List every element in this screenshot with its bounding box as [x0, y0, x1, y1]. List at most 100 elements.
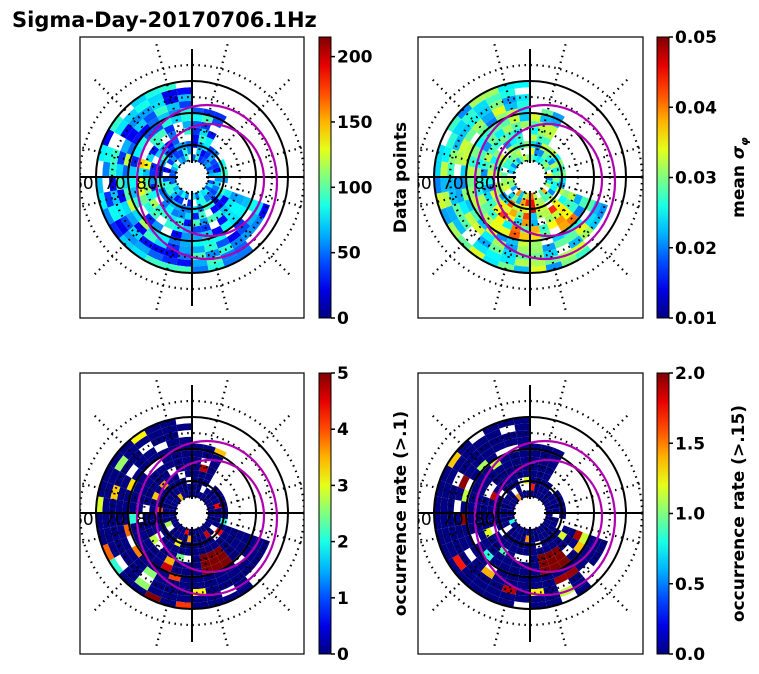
latitude-label: 70: [442, 174, 464, 194]
heatmap-cell: [536, 546, 545, 556]
heatmap-cell: [485, 584, 502, 598]
heatmap-cell: [126, 478, 138, 492]
auroral-oval-inner: [154, 458, 266, 574]
heatmap-cell: [206, 466, 217, 476]
heatmap-cell: [120, 138, 132, 154]
heatmap-cell: [147, 248, 164, 262]
heatmap-cell: [493, 214, 506, 226]
dotted-meridian-line: [154, 377, 189, 498]
heatmap-cell: [197, 526, 204, 535]
heatmap-cell: [574, 557, 589, 572]
heatmap-cell: [491, 573, 507, 585]
heatmap-cell: [502, 162, 511, 170]
heatmap-cell: [130, 581, 148, 597]
heatmap-cell: [435, 192, 446, 210]
heatmap-cell: [469, 544, 482, 558]
heatmap-cell: [530, 199, 536, 207]
heatmap-cell: [109, 177, 117, 192]
heatmap-cell: [164, 520, 173, 528]
colorbar-tick-label: 2: [337, 533, 349, 553]
heatmap-cell: [102, 497, 111, 513]
heatmap-cell: [508, 182, 517, 189]
heatmap-cell: [108, 221, 124, 239]
heatmap-cell: [530, 245, 544, 254]
heatmap-cell: [177, 210, 186, 220]
heatmap-cell: [123, 230, 139, 246]
heatmap-cell: [235, 541, 247, 554]
heatmap-cell: [198, 546, 207, 556]
heatmap-cell: [114, 218, 129, 235]
dotted-meridian-line: [533, 41, 568, 162]
heatmap-cell: [488, 99, 504, 111]
heatmap-cell: [467, 177, 475, 188]
heatmap-cell: [515, 149, 523, 158]
heatmap-cell: [567, 191, 577, 202]
heatmap-cell: [530, 450, 541, 458]
heatmap-cell: [542, 136, 552, 146]
heatmap-cell: [198, 470, 207, 480]
heatmap-cell: [447, 177, 455, 192]
heatmap-cell: [515, 470, 524, 480]
dotted-meridian-line: [430, 523, 520, 613]
heatmap-cell: [574, 221, 589, 236]
heatmap-cell: [165, 437, 180, 448]
heatmap-cell: [164, 184, 173, 192]
heatmap-cell: [177, 196, 185, 205]
heatmap-cell: [501, 584, 517, 595]
heatmap-cell: [572, 193, 583, 206]
heatmap-cell: [186, 147, 192, 155]
heatmap-cell: [180, 526, 187, 535]
heatmap-cell: [147, 116, 161, 129]
dotted-meridian-line: [545, 145, 643, 174]
heatmap-cell: [149, 169, 157, 177]
panel-4: 60 70 80 0.0 0.5 1.0 1.5 2.0 occurrence rate (>.…: [417, 364, 749, 665]
heatmap-cell: [561, 525, 571, 535]
heatmap-cell: [192, 483, 198, 491]
heatmap-cell: [143, 213, 156, 226]
heatmap-cell: [130, 245, 148, 261]
heatmap-cell: [143, 446, 158, 460]
heatmap-cell: [192, 225, 202, 234]
heatmap-cell: [557, 531, 568, 541]
heatmap-cell: [129, 177, 137, 188]
heatmap-cell: [574, 581, 592, 597]
heatmap-cell: [220, 556, 233, 568]
heatmap-cell: [491, 237, 507, 249]
heatmap-cell: [120, 536, 132, 552]
heatmap-cell: [560, 254, 579, 268]
heatmap-cell: [446, 221, 462, 239]
heatmap-cell: [543, 165, 552, 172]
colorbar-tick-label: 50: [337, 244, 361, 264]
latitude-label: 70: [442, 510, 464, 530]
heatmap-cell: [203, 530, 211, 539]
heatmap-cell: [200, 525, 207, 533]
heatmap-cell: [441, 146, 452, 163]
heatmap-cell: [208, 555, 221, 566]
heatmap-cell: [538, 525, 545, 533]
heatmap-cell: [491, 105, 507, 117]
heatmap-cell: [173, 194, 181, 203]
heatmap-cell: [564, 566, 579, 580]
heatmap-cell: [495, 231, 509, 243]
heatmap-cell: [150, 99, 166, 111]
heatmap-cell: [114, 539, 126, 555]
colorbar-tick-label: 150: [337, 113, 373, 133]
heatmap-cell: [566, 549, 579, 562]
heatmap-cell: [549, 162, 558, 170]
heatmap-cell: [149, 177, 157, 185]
heatmap-cell: [180, 491, 187, 500]
heatmap-cell: [219, 531, 230, 541]
heatmap-cell: [184, 212, 192, 220]
heatmap-cell: [499, 591, 516, 602]
axes-frame: [417, 36, 644, 319]
heatmap-cell: [504, 158, 513, 166]
heatmap-cell: [165, 578, 180, 589]
heatmap-cell: [551, 166, 559, 174]
heatmap-cell: [130, 93, 148, 109]
heatmap-cell: [481, 476, 493, 489]
heatmap-cell: [204, 578, 219, 589]
heatmap-cell: [467, 513, 475, 524]
heatmap-cell: [192, 555, 201, 563]
heatmap-cell: [181, 114, 192, 122]
heatmap-cell: [163, 219, 176, 230]
